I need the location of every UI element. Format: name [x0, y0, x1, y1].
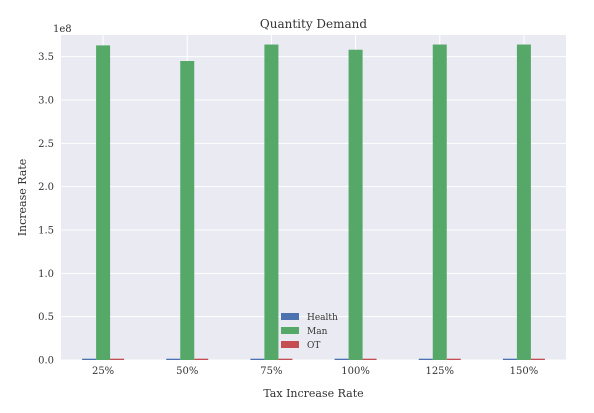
bar-man-1	[96, 45, 111, 361]
x-tick-label: 75%	[260, 366, 282, 377]
bar-health-2	[166, 358, 181, 360]
bar-ot-4	[362, 358, 377, 360]
bar-health-3	[250, 358, 265, 360]
legend-swatch-health	[281, 313, 299, 320]
y-tick-label: 1.0	[38, 269, 54, 280]
bar-man-3	[264, 44, 279, 361]
y-tick-label: 3.5	[38, 52, 54, 63]
bar-man-5	[432, 44, 447, 361]
y-axis-offset-label: 1e8	[53, 24, 72, 35]
legend-label-health: Health	[307, 313, 338, 323]
legend-label-ot: OT	[307, 341, 320, 351]
y-tick-label: 1.5	[38, 226, 54, 237]
x-tick-label: 125%	[425, 366, 454, 377]
bar-man-4	[348, 49, 363, 360]
bars	[82, 44, 545, 361]
x-tick-label: 25%	[92, 366, 114, 377]
bar-health-5	[418, 358, 433, 360]
x-tick-label: 100%	[341, 366, 370, 377]
legend-swatch-ot	[281, 341, 299, 348]
x-tick-label: 50%	[176, 366, 198, 377]
bar-health-4	[334, 358, 349, 360]
legend-swatch-man	[281, 327, 299, 334]
bar-ot-1	[110, 358, 125, 360]
y-tick-label: 0.5	[38, 312, 54, 323]
bar-ot-5	[446, 358, 461, 360]
y-tick-label: 2.5	[38, 139, 54, 150]
y-tick-label: 0.0	[38, 356, 54, 367]
bar-health-6	[502, 358, 517, 360]
bar-man-2	[180, 61, 195, 360]
legend: Health Man OT	[281, 313, 338, 351]
y-axis-label: Increase Rate	[16, 159, 29, 237]
x-axis-label: Tax Increase Rate	[263, 387, 363, 400]
bar-ot-6	[530, 358, 545, 360]
bar-health-1	[82, 358, 97, 360]
x-tick-label: 150%	[510, 366, 539, 377]
bar-man-6	[516, 44, 531, 361]
legend-label-man: Man	[307, 327, 328, 337]
y-tick-label: 3.0	[38, 96, 54, 107]
y-tick-label: 2.0	[38, 182, 54, 193]
x-axis-ticks: 25% 50% 75% 100% 125% 150%	[92, 366, 538, 377]
bar-ot-3	[278, 358, 293, 360]
chart-title: Quantity Demand	[260, 17, 368, 31]
bar-ot-2	[194, 358, 209, 360]
y-axis-ticks: 0.0 0.5 1.0 1.5 2.0 2.5 3.0 3.5	[38, 52, 54, 366]
plot-area	[61, 35, 566, 360]
